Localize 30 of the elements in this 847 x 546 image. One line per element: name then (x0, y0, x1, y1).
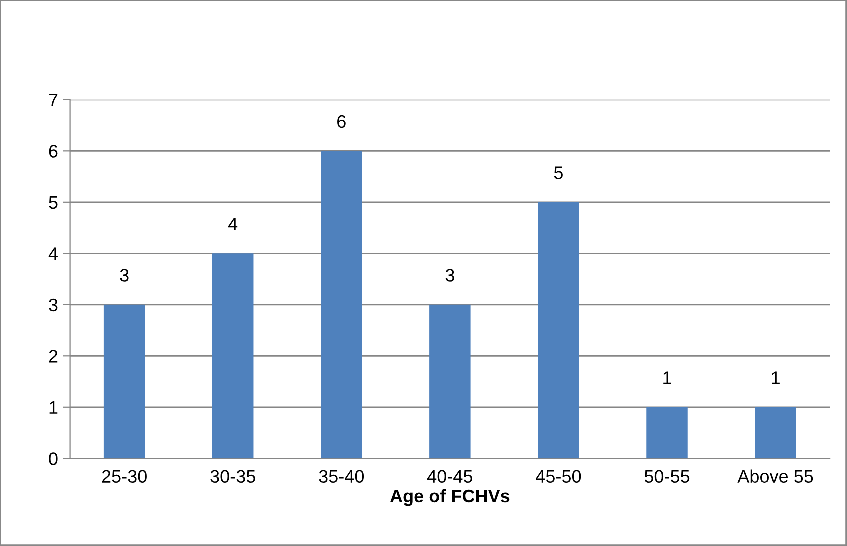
bar (212, 254, 254, 459)
y-tick-label: 3 (49, 298, 58, 312)
x-tick-label: 35-40 (319, 470, 364, 484)
x-tick-label: Above 55 (738, 470, 814, 484)
bar (321, 151, 362, 459)
data-label: 4 (228, 218, 238, 230)
bar (430, 304, 471, 459)
y-tick-label: 5 (49, 196, 58, 210)
data-label: 1 (772, 372, 780, 384)
x-tick-label: 45-50 (536, 470, 582, 484)
y-tick-label: 1 (50, 402, 58, 414)
x-axis-title: Age of FCHVs (390, 489, 510, 506)
bar (538, 202, 580, 459)
y-tick-label: 2 (49, 350, 58, 363)
data-label: 5 (554, 166, 563, 180)
bar (104, 304, 146, 459)
data-label: 3 (446, 269, 454, 282)
bar (755, 407, 796, 459)
y-tick-label: 0 (49, 452, 58, 466)
data-label: 1 (664, 372, 672, 384)
x-tick-label: 50-55 (644, 470, 690, 484)
y-tick-label: 4 (48, 248, 58, 260)
x-tick-label: 30-35 (210, 470, 256, 484)
data-label: 6 (338, 115, 346, 128)
y-tick-label: 6 (49, 145, 58, 158)
y-tick-label: 7 (49, 94, 58, 106)
data-label: 3 (120, 269, 129, 282)
bar (646, 407, 688, 459)
x-tick-label: 40-45 (428, 470, 473, 484)
x-tick-label: 25-30 (102, 470, 147, 484)
